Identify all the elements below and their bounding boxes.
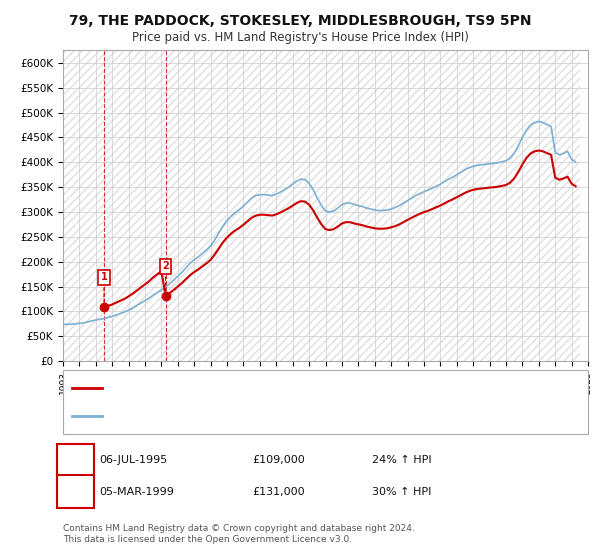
Text: 30% ↑ HPI: 30% ↑ HPI <box>372 487 431 497</box>
Text: 79, THE PADDOCK, STOKESLEY, MIDDLESBROUGH, TS9 5PN: 79, THE PADDOCK, STOKESLEY, MIDDLESBROUG… <box>69 14 531 28</box>
Text: 2: 2 <box>72 487 79 497</box>
Text: 05-MAR-1999: 05-MAR-1999 <box>99 487 174 497</box>
Text: 24% ↑ HPI: 24% ↑ HPI <box>372 455 431 465</box>
Text: 1: 1 <box>101 272 107 304</box>
Text: Contains HM Land Registry data © Crown copyright and database right 2024.
This d: Contains HM Land Registry data © Crown c… <box>63 524 415 544</box>
Text: 1: 1 <box>72 455 79 465</box>
Text: 06-JUL-1995: 06-JUL-1995 <box>99 455 167 465</box>
Text: £131,000: £131,000 <box>252 487 305 497</box>
Text: Price paid vs. HM Land Registry's House Price Index (HPI): Price paid vs. HM Land Registry's House … <box>131 31 469 44</box>
Text: 79, THE PADDOCK, STOKESLEY, MIDDLESBROUGH, TS9 5PN (detached house): 79, THE PADDOCK, STOKESLEY, MIDDLESBROUG… <box>108 382 489 393</box>
Text: 2: 2 <box>162 261 169 293</box>
Text: HPI: Average price, detached house, North Yorkshire: HPI: Average price, detached house, Nort… <box>108 411 364 421</box>
Text: £109,000: £109,000 <box>252 455 305 465</box>
